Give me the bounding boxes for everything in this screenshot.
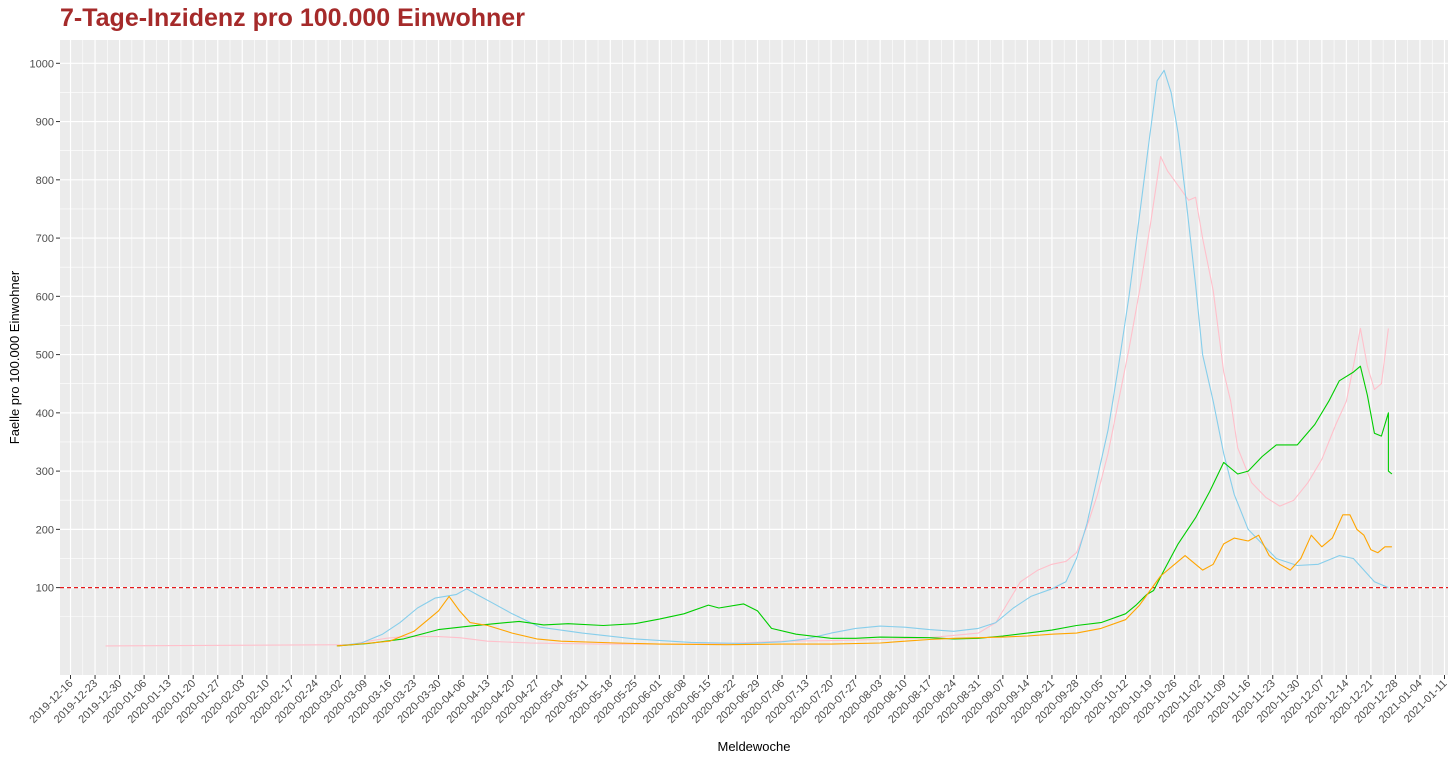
series-line-3 bbox=[336, 365, 1393, 647]
y-tick-label: 1000 bbox=[30, 58, 54, 70]
x-axis-title: Meldewoche bbox=[718, 739, 791, 754]
x-axis: 2019-12-162019-12-232019-12-302020-01-06… bbox=[27, 675, 1450, 726]
y-tick-label: 600 bbox=[36, 291, 54, 303]
chart-title: 7-Tage-Inzidenz pro 100.000 Einwohner bbox=[60, 4, 525, 32]
major-gridlines bbox=[60, 40, 1448, 675]
y-tick-label: 300 bbox=[36, 466, 54, 478]
series-line-2 bbox=[336, 69, 1389, 647]
y-tick-label: 200 bbox=[36, 524, 54, 536]
plot-panel bbox=[60, 40, 1448, 675]
y-tick-label: 500 bbox=[36, 350, 54, 362]
series-lines bbox=[105, 69, 1393, 647]
y-axis: 100 200 300 400 500 600 700 800 900 1000 bbox=[30, 58, 60, 595]
y-tick-label: 800 bbox=[36, 175, 54, 187]
series-line-4 bbox=[336, 514, 1392, 647]
y-axis-title: Faelle pro 100.000 Einwohner bbox=[7, 270, 22, 444]
y-tick-label: 900 bbox=[36, 117, 54, 129]
y-tick-label: 400 bbox=[36, 408, 54, 420]
series-line-1 bbox=[105, 155, 1389, 647]
y-tick-label: 700 bbox=[36, 233, 54, 245]
y-tick-label: 100 bbox=[36, 583, 54, 595]
